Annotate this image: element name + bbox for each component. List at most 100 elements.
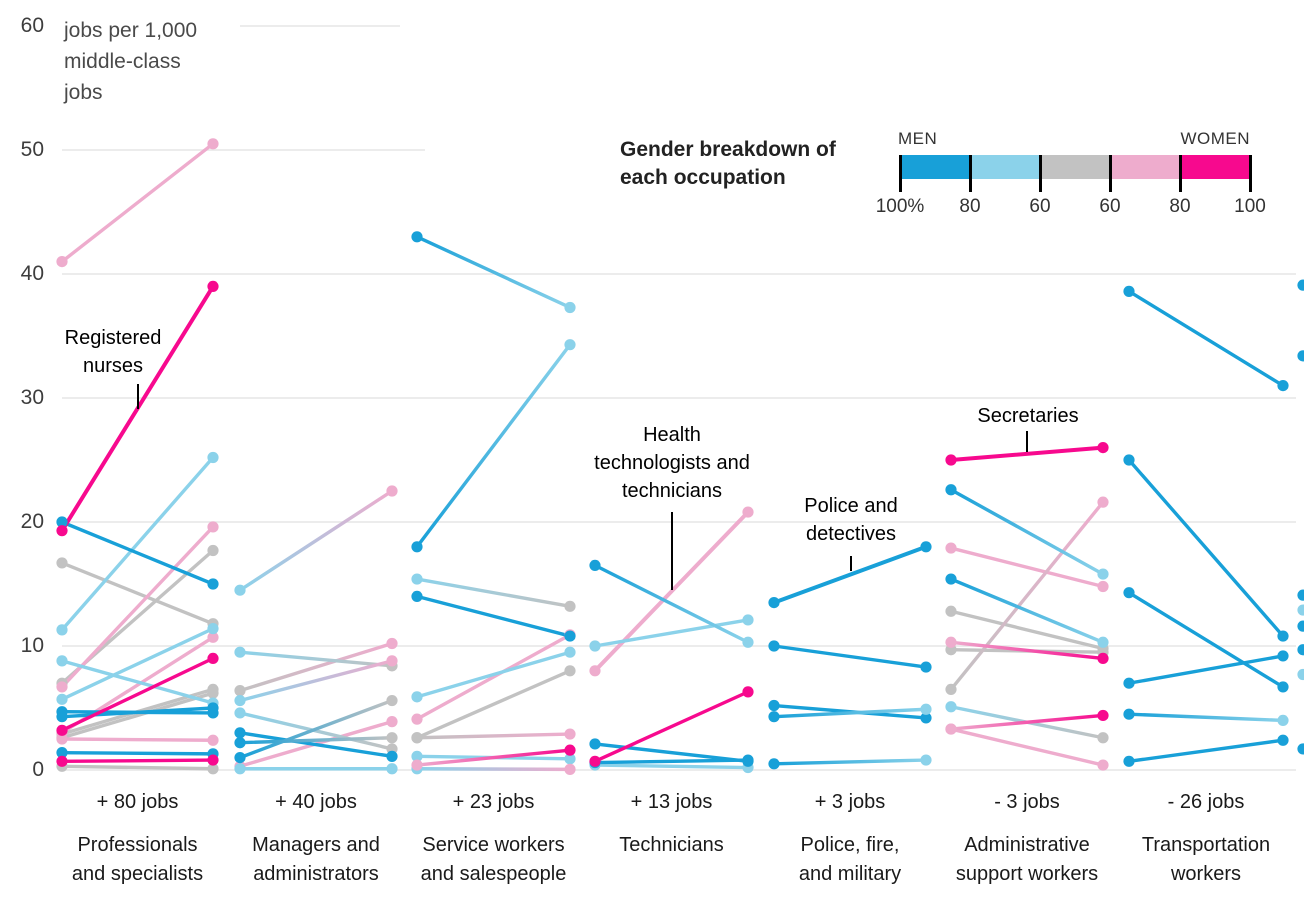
- data-point: [945, 542, 957, 554]
- legend-segment-n: [1040, 155, 1110, 179]
- panel-name-6: Transportation workers: [1076, 831, 1304, 889]
- data-point: [386, 637, 398, 650]
- legend-women-label: WOMEN: [1180, 129, 1250, 148]
- data-point: [945, 683, 957, 696]
- slope-line: [238, 731, 394, 759]
- panel-name-0-line-0: Professionals: [77, 834, 198, 856]
- panel-change-label-1: + 40 jobs: [275, 791, 357, 813]
- legend-segment-m2: [900, 155, 970, 179]
- slope-line: [60, 525, 215, 689]
- data-point: [1123, 677, 1135, 689]
- y-tick-label-50: 50: [20, 138, 44, 161]
- panel-name-2-line-0: Service workers: [422, 834, 565, 856]
- data-point: [1097, 496, 1109, 508]
- data-point: [386, 750, 398, 762]
- slope-line: [593, 563, 750, 644]
- slope-line: [415, 748, 572, 767]
- data-point: [56, 516, 68, 528]
- legend-title-line-2: each occupation: [620, 166, 786, 189]
- data-point: [56, 711, 68, 723]
- edge-data-point: [1297, 350, 1304, 362]
- legend-segment-w1: [1110, 155, 1180, 179]
- data-point: [564, 763, 576, 775]
- data-point: [564, 744, 576, 756]
- data-point: [589, 640, 601, 652]
- slope-line: [60, 626, 215, 702]
- data-point: [742, 614, 754, 626]
- slope-line: [593, 742, 750, 764]
- data-point: [386, 732, 398, 744]
- data-point: [1097, 732, 1109, 744]
- panel-name-0-line-1: and specialists: [71, 863, 204, 885]
- slope-line: [415, 633, 572, 721]
- edge-data-point: [1297, 589, 1304, 601]
- panel-change-label-5: - 3 jobs: [994, 791, 1060, 813]
- panel-name-5-line-0: Administrative: [964, 834, 1090, 856]
- data-point: [411, 713, 423, 725]
- slope-line: [949, 609, 1105, 651]
- slope-line: [415, 594, 572, 638]
- data-point: [945, 701, 957, 713]
- slope-line: [593, 758, 750, 765]
- y-axis-unit-label: jobs per 1,000 middle-class jobs: [64, 15, 197, 108]
- data-point: [56, 755, 68, 767]
- data-point: [207, 138, 219, 150]
- slope-line: [593, 618, 750, 648]
- data-point: [234, 727, 246, 739]
- data-point: [411, 590, 423, 603]
- slope-line: [238, 736, 394, 745]
- slope-line: [772, 707, 928, 719]
- data-point: [564, 728, 576, 740]
- panel-name-4: Police, fire, and military: [720, 831, 980, 889]
- slope-line: [60, 691, 215, 740]
- data-point: [234, 584, 246, 596]
- data-point: [742, 506, 754, 518]
- slope-line: [60, 706, 215, 719]
- data-point: [1097, 709, 1109, 722]
- panel-name-4-line-0: Police, fire,: [800, 834, 900, 856]
- data-point: [768, 597, 780, 609]
- legend-scale-label-4: 80: [1169, 196, 1191, 217]
- health-technologists-label-line-0: Health: [643, 424, 701, 446]
- data-point: [589, 738, 601, 750]
- data-point: [920, 754, 932, 766]
- edge-data-point: [1297, 620, 1304, 632]
- data-point: [920, 712, 932, 724]
- legend-tick-5: [1249, 155, 1252, 192]
- police-and-detectives-label: Police and detectives: [711, 492, 991, 548]
- unit-line-1: jobs per 1,000: [64, 19, 198, 42]
- data-point: [386, 485, 398, 497]
- slope-line: [1127, 738, 1285, 764]
- data-point: [1123, 708, 1135, 720]
- data-point: [207, 754, 219, 766]
- data-point: [589, 559, 601, 572]
- data-point: [564, 646, 576, 658]
- data-point: [589, 755, 601, 767]
- panel-name-3: Technicians: [542, 831, 802, 860]
- data-point: [207, 702, 219, 714]
- data-point: [386, 655, 398, 667]
- data-point: [742, 636, 754, 648]
- health-technologists-label: Health technologists and technicians: [532, 421, 812, 505]
- legend-tick-3: [1109, 155, 1112, 192]
- legend-scale-label-5: 100: [1234, 196, 1266, 217]
- legend-title-line-1: Gender breakdown of: [620, 138, 836, 161]
- data-point: [411, 231, 423, 243]
- panel-name-1: Managers and administrators: [186, 831, 446, 889]
- data-point: [56, 655, 68, 667]
- data-point: [386, 763, 398, 775]
- slope-line: [415, 342, 572, 549]
- data-point: [920, 661, 932, 673]
- slope-line: [60, 561, 215, 626]
- data-point: [945, 723, 957, 735]
- data-point: [207, 687, 219, 699]
- slope-line: [60, 764, 215, 771]
- slope-line: [593, 690, 750, 764]
- slope-line: [1127, 712, 1285, 723]
- panel-name-5: Administrative support workers: [897, 831, 1157, 889]
- registered-nurses-label: Registered nurses: [0, 324, 253, 380]
- slope-line: [772, 758, 928, 766]
- edge-data-point: [1297, 644, 1304, 656]
